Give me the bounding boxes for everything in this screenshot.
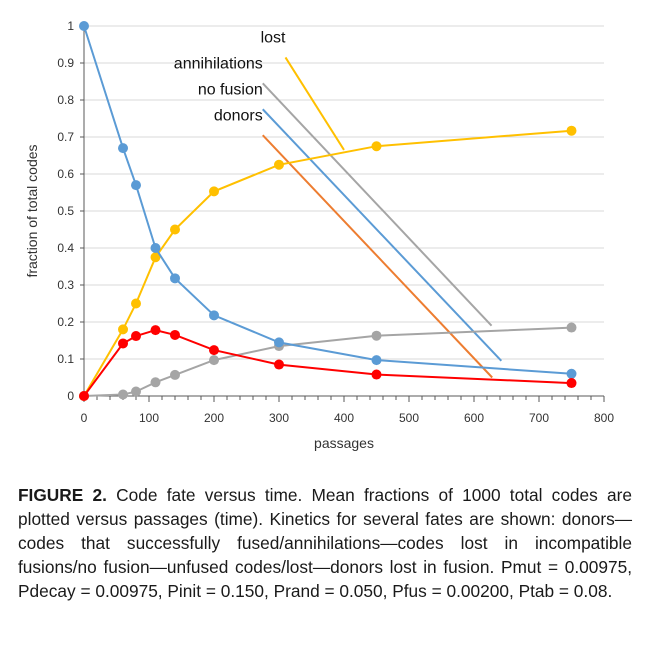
data-point bbox=[79, 21, 89, 31]
data-point bbox=[131, 180, 141, 191]
series-line bbox=[83, 129, 572, 397]
x-tick-label: 300 bbox=[269, 411, 289, 425]
caption-text: Code fate versus time. Mean fractions of… bbox=[18, 485, 632, 601]
y-tick-label: 0.4 bbox=[57, 241, 74, 255]
data-point bbox=[209, 355, 219, 366]
data-point bbox=[118, 143, 128, 154]
x-tick-label: 800 bbox=[594, 411, 614, 425]
data-point bbox=[150, 243, 161, 253]
series bbox=[79, 21, 577, 401]
data-point bbox=[131, 298, 141, 309]
data-point bbox=[150, 325, 161, 336]
data-point bbox=[371, 355, 382, 366]
data-point bbox=[566, 368, 577, 379]
data-point bbox=[566, 125, 577, 136]
axes: 0 0.1 0.2 0.3 0.4 0.5 0.6 0.7 0.8 0.9 1 0 100 200 300 4… bbox=[24, 19, 614, 451]
data-point bbox=[150, 252, 161, 263]
y-tick-label: 0.7 bbox=[57, 130, 74, 144]
data-point bbox=[118, 338, 128, 349]
data-point bbox=[131, 386, 141, 397]
data-point bbox=[170, 273, 180, 284]
y-tick-label: 0.1 bbox=[57, 352, 74, 366]
data-point bbox=[209, 345, 219, 356]
line-chart: 0 0.1 0.2 0.3 0.4 0.5 0.6 0.7 0.8 0.9 1 0 100 200 300 4… bbox=[24, 19, 614, 451]
annotation-line bbox=[262, 134, 493, 379]
caption-label: FIGURE 2. bbox=[18, 485, 107, 505]
data-point bbox=[371, 141, 382, 152]
data-point bbox=[371, 330, 382, 341]
data-point bbox=[209, 186, 219, 197]
annotation-label: donors bbox=[214, 107, 263, 124]
annotation-label: annihilations bbox=[174, 56, 263, 73]
chart: 0 0.1 0.2 0.3 0.4 0.5 0.6 0.7 0.8 0.9 1 0 100 200 300 4… bbox=[24, 19, 614, 451]
annotation-labels: lost annihilations no fusion donors bbox=[174, 30, 286, 125]
annotation-line bbox=[262, 108, 503, 362]
annotation-lines bbox=[262, 56, 503, 379]
y-tick-label: 0.9 bbox=[57, 56, 74, 70]
x-tick-label: 0 bbox=[81, 411, 88, 425]
data-point bbox=[150, 377, 161, 388]
x-tick-label: 100 bbox=[139, 411, 159, 425]
data-point bbox=[118, 389, 128, 400]
x-tick-label: 700 bbox=[529, 411, 549, 425]
data-point bbox=[371, 369, 382, 380]
data-point bbox=[274, 359, 284, 370]
x-tick-label: 600 bbox=[464, 411, 484, 425]
data-point bbox=[209, 310, 219, 321]
y-tick-label: 0.8 bbox=[57, 93, 74, 107]
data-point bbox=[79, 391, 89, 401]
data-point bbox=[170, 369, 180, 380]
figure-caption: FIGURE 2. Code fate versus time. Mean fr… bbox=[18, 483, 632, 603]
annotation-line bbox=[262, 82, 493, 327]
data-point bbox=[118, 324, 128, 335]
gridlines bbox=[84, 25, 604, 360]
data-point bbox=[170, 224, 180, 235]
data-point bbox=[274, 159, 284, 170]
annotation-line bbox=[284, 56, 345, 151]
data-point bbox=[274, 337, 284, 348]
data-point bbox=[566, 322, 577, 333]
data-point bbox=[566, 378, 577, 389]
y-tick-label: 0.2 bbox=[57, 315, 74, 329]
data-point bbox=[170, 329, 180, 340]
x-tick-label: 200 bbox=[204, 411, 224, 425]
y-tick-label: 0.3 bbox=[57, 278, 74, 292]
annotation-label: lost bbox=[261, 30, 286, 47]
y-tick-label: 0 bbox=[67, 389, 74, 403]
y-tick-label: 1 bbox=[67, 19, 74, 33]
x-tick-label: 400 bbox=[334, 411, 354, 425]
y-axis-title: fraction of total codes bbox=[24, 144, 40, 277]
y-tick-label: 0.5 bbox=[57, 204, 74, 218]
x-tick-label: 500 bbox=[399, 411, 419, 425]
x-axis-title: passages bbox=[314, 435, 374, 451]
y-tick-label: 0.6 bbox=[57, 167, 74, 181]
data-point bbox=[131, 331, 141, 342]
annotation-label: no fusion bbox=[198, 81, 263, 98]
